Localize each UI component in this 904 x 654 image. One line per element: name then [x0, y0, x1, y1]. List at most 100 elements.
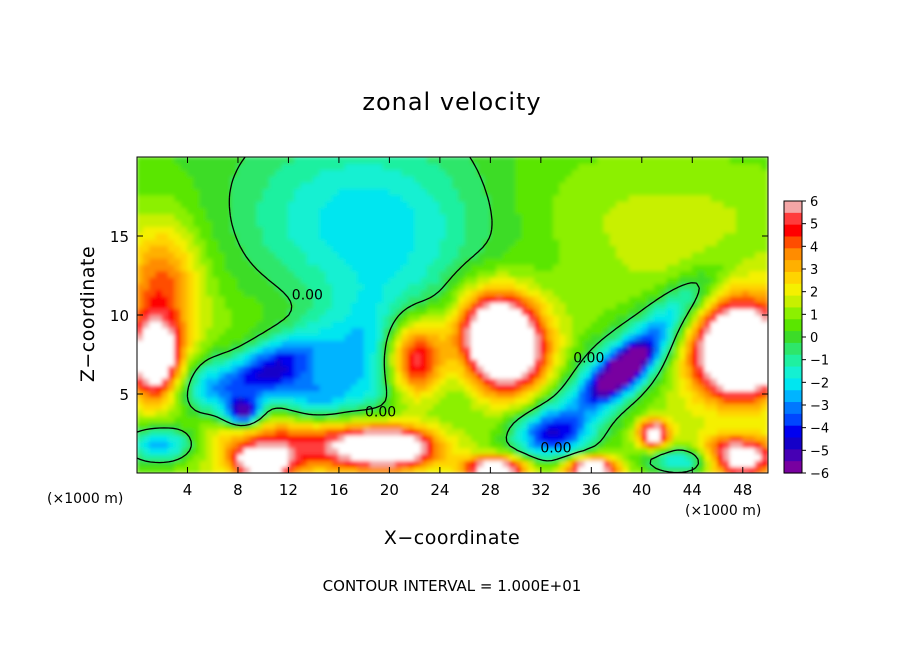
velocity-cell [369, 371, 378, 379]
velocity-cell [300, 453, 308, 461]
velocity-cell [376, 415, 384, 423]
velocity-cell [622, 421, 630, 430]
velocity-cell [710, 295, 719, 303]
velocity-cell [653, 238, 662, 246]
velocity-cell [742, 213, 750, 221]
velocity-cell [294, 327, 302, 335]
velocity-cell [300, 263, 308, 272]
velocity-cell [552, 251, 561, 259]
velocity-cell [534, 157, 542, 164]
velocity-cell [685, 232, 693, 240]
velocity-cell [137, 320, 144, 329]
velocity-cell [137, 175, 144, 183]
velocity-cell [275, 314, 283, 322]
velocity-cell [565, 377, 573, 386]
velocity-cell [565, 251, 573, 259]
velocity-cell [470, 169, 479, 177]
velocity-cell [565, 194, 573, 202]
velocity-cell [300, 390, 308, 398]
velocity-cell [559, 232, 567, 240]
velocity-cell [729, 384, 737, 392]
velocity-cell [748, 194, 756, 202]
velocity-cell [603, 409, 611, 417]
velocity-cell [250, 295, 258, 303]
velocity-cell [534, 314, 542, 322]
velocity-cell [521, 200, 529, 209]
velocity-cell [237, 358, 245, 367]
velocity-cell [250, 459, 258, 468]
velocity-cell [470, 428, 479, 436]
velocity-cell [369, 162, 378, 171]
velocity-cell [717, 352, 725, 360]
velocity-cell [256, 440, 264, 449]
velocity-cell [590, 238, 599, 246]
velocity-cell [275, 453, 283, 461]
velocity-cell [218, 257, 226, 265]
velocity-cell [250, 289, 258, 297]
velocity-cell [603, 339, 611, 348]
velocity-cell [458, 219, 466, 228]
velocity-cell [754, 169, 763, 177]
velocity-cell [161, 289, 170, 297]
velocity-cell [180, 157, 188, 164]
velocity-cell [458, 384, 466, 392]
velocity-cell [426, 200, 435, 209]
velocity-cell [401, 415, 409, 423]
velocity-cell [155, 377, 163, 386]
velocity-cell [685, 421, 693, 430]
velocity-cell [452, 251, 460, 259]
velocity-cell [685, 447, 693, 455]
velocity-cell [666, 365, 674, 373]
velocity-cell [186, 346, 195, 354]
velocity-cell [445, 194, 453, 202]
velocity-cell [155, 466, 163, 473]
velocity-cell [571, 213, 580, 221]
velocity-cell [666, 157, 674, 164]
velocity-cell [332, 257, 340, 265]
velocity-cell [142, 421, 151, 430]
velocity-cell [388, 188, 397, 196]
velocity-cell [250, 396, 258, 404]
velocity-cell [395, 257, 403, 265]
velocity-cell [521, 434, 529, 442]
velocity-cell [445, 377, 453, 386]
velocity-cell [672, 162, 681, 171]
velocity-cell [527, 169, 536, 177]
velocity-cell [294, 434, 302, 442]
velocity-cell [287, 320, 296, 329]
velocity-cell [287, 428, 296, 436]
velocity-cell [155, 453, 163, 461]
velocity-cell [723, 421, 731, 430]
velocity-cell [319, 282, 327, 291]
velocity-cell [161, 207, 170, 215]
velocity-cell [590, 409, 599, 417]
velocity-cell [407, 377, 416, 386]
velocity-cell [306, 421, 315, 430]
velocity-cell [363, 339, 371, 348]
velocity-cell [369, 453, 378, 461]
velocity-cell [748, 257, 756, 265]
velocity-cell [180, 346, 188, 354]
velocity-cell [319, 327, 327, 335]
velocity-cell [294, 358, 302, 367]
velocity-cell [149, 207, 157, 215]
velocity-cell [401, 257, 409, 265]
velocity-cell [376, 459, 384, 468]
velocity-cell [628, 314, 636, 322]
velocity-cell [496, 244, 504, 253]
velocity-cell [433, 459, 441, 468]
velocity-cell [439, 270, 447, 278]
velocity-cell [205, 421, 214, 430]
velocity-cell [262, 402, 271, 411]
velocity-cell [174, 244, 182, 253]
velocity-cell [704, 157, 712, 164]
velocity-cell [571, 257, 580, 265]
velocity-cell [470, 257, 479, 265]
velocity-cell [742, 257, 750, 265]
velocity-cell [205, 226, 214, 234]
velocity-cell [464, 327, 472, 335]
velocity-cell [357, 390, 365, 398]
velocity-cell [735, 270, 744, 278]
velocity-cell [496, 162, 504, 171]
velocity-cell [426, 251, 435, 259]
